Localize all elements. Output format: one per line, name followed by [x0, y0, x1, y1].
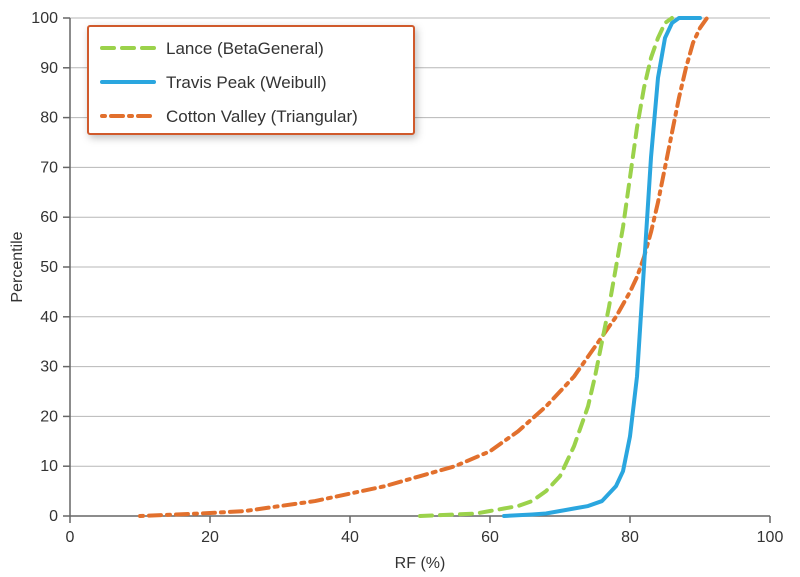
- legend-label: Travis Peak (Weibull): [166, 73, 327, 92]
- legend-label: Cotton Valley (Triangular): [166, 107, 358, 126]
- y-tick-label: 90: [40, 60, 58, 77]
- y-tick-label: 20: [40, 408, 58, 425]
- y-tick-label: 100: [31, 10, 58, 27]
- y-tick-label: 10: [40, 458, 58, 475]
- y-tick-label: 40: [40, 309, 58, 326]
- y-tick-label: 80: [40, 110, 58, 127]
- x-tick-label: 40: [341, 529, 359, 546]
- x-tick-label: 20: [201, 529, 219, 546]
- x-tick-label: 60: [481, 529, 499, 546]
- percentile-chart: 0 20 40 60 80 100 0 10 20 30 40 50 60 70 80 90 100 RF (%)…: [0, 0, 800, 577]
- y-tick-label: 60: [40, 209, 58, 226]
- y-tick-label: 70: [40, 159, 58, 176]
- x-tick-label: 80: [621, 529, 639, 546]
- x-axis-label: RF (%): [395, 555, 446, 572]
- y-tick-label: 50: [40, 259, 58, 276]
- y-axis-label: Percentile: [9, 231, 26, 302]
- x-tick-label: 100: [757, 529, 784, 546]
- y-tick-label: 30: [40, 359, 58, 376]
- legend-label: Lance (BetaGeneral): [166, 39, 324, 58]
- y-tick-label: 0: [49, 508, 58, 525]
- x-tick-label: 0: [66, 529, 75, 546]
